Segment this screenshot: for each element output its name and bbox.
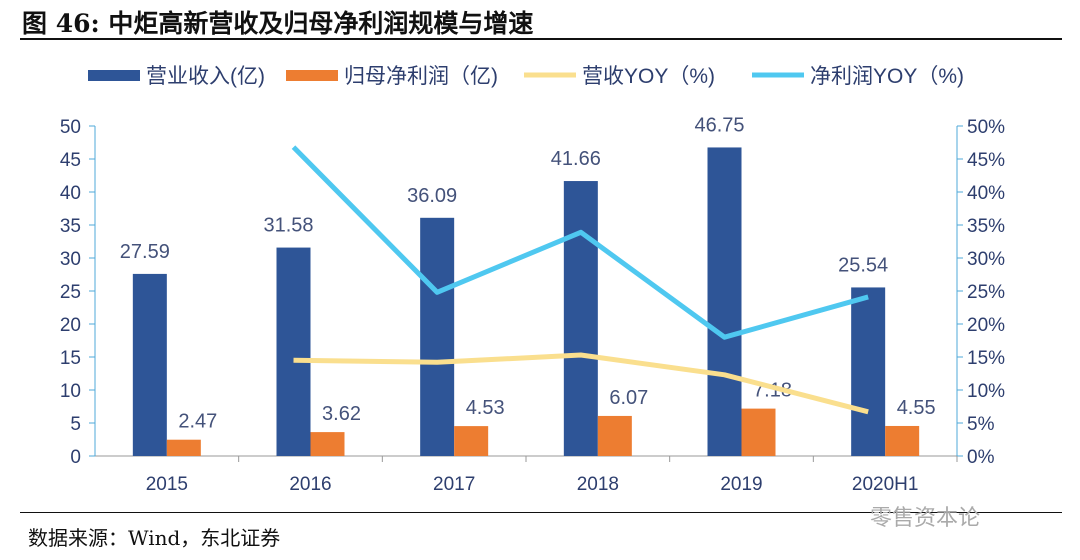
data-label: 46.75: [694, 114, 744, 136]
legend-label: 营业收入(亿): [146, 65, 265, 88]
right-tick-label: 45%: [967, 150, 1005, 171]
data-label: 25.54: [838, 254, 888, 276]
right-tick-label: 30%: [967, 249, 1005, 270]
right-tick-label: 5%: [967, 414, 995, 435]
right-tick-label: 20%: [967, 315, 1005, 336]
left-tick-label: 35: [60, 216, 81, 237]
right-tick-label: 50%: [967, 117, 1005, 138]
data-label: 41.66: [551, 148, 601, 170]
left-tick-label: 10: [60, 381, 81, 402]
bar-revenue: [420, 217, 455, 456]
data-label: 4.55: [897, 397, 936, 419]
bar-net-profit: [885, 425, 920, 456]
data-label: 36.09: [407, 185, 457, 207]
right-tick-label: 10%: [967, 381, 1005, 402]
chart-title: 图 46: 中炬高新营收及归母净利润规模与增速: [22, 9, 534, 38]
legend-label: 营收YOY（%): [582, 65, 715, 88]
watermark: 零售资本论: [870, 505, 981, 530]
x-tick-label: 2017: [433, 474, 475, 495]
right-tick-label: 0%: [967, 447, 995, 468]
bar-net-profit: [454, 426, 489, 456]
bar-net-profit: [310, 432, 345, 456]
source-rule: [20, 512, 1062, 513]
line-revenue-yoy: [293, 352, 869, 415]
legend-swatch: [88, 70, 140, 81]
bar-net-profit: [597, 415, 632, 456]
right-tick-label: 35%: [967, 216, 1005, 237]
x-tick-label: 2019: [720, 474, 762, 495]
left-tick-label: 50: [60, 117, 81, 138]
right-tick-label: 15%: [967, 348, 1005, 369]
right-tick-label: 40%: [967, 183, 1005, 204]
x-tick-label: 2018: [577, 474, 619, 495]
legend-swatch: [286, 70, 338, 81]
x-tick-label: 2015: [146, 474, 188, 495]
left-tick-label: 20: [60, 315, 81, 336]
data-label: 2.47: [178, 411, 217, 433]
data-label: 4.53: [466, 397, 505, 419]
left-tick-label: 15: [60, 348, 81, 369]
x-tick-label: 2016: [289, 474, 331, 495]
left-tick-label: 45: [60, 150, 81, 171]
data-label: 6.07: [609, 387, 648, 409]
data-label: 27.59: [120, 241, 170, 263]
bar-revenue: [276, 247, 311, 456]
left-tick-label: 5: [70, 414, 81, 435]
bar-revenue: [851, 287, 886, 456]
legend-label: 归母净利润（亿): [344, 65, 498, 88]
legend-label: 净利润YOY（%): [810, 65, 964, 88]
bar-net-profit: [166, 439, 201, 456]
left-tick-label: 30: [60, 249, 81, 270]
bar-revenue: [132, 273, 167, 456]
x-tick-label: 2020H1: [852, 474, 919, 495]
left-tick-label: 40: [60, 183, 81, 204]
bar-revenue: [563, 181, 598, 456]
left-tick-label: 25: [60, 282, 81, 303]
left-tick-label: 0: [70, 447, 81, 468]
source-note: 数据来源：Wind，东北证券: [28, 526, 281, 550]
data-label: 31.58: [263, 215, 313, 237]
data-label: 3.62: [322, 403, 361, 425]
title-rule: [20, 38, 1062, 40]
bar-net-profit: [741, 408, 776, 456]
right-tick-label: 25%: [967, 282, 1005, 303]
bar-revenue: [707, 147, 742, 456]
line-net-profit-yoy: [291, 145, 869, 340]
